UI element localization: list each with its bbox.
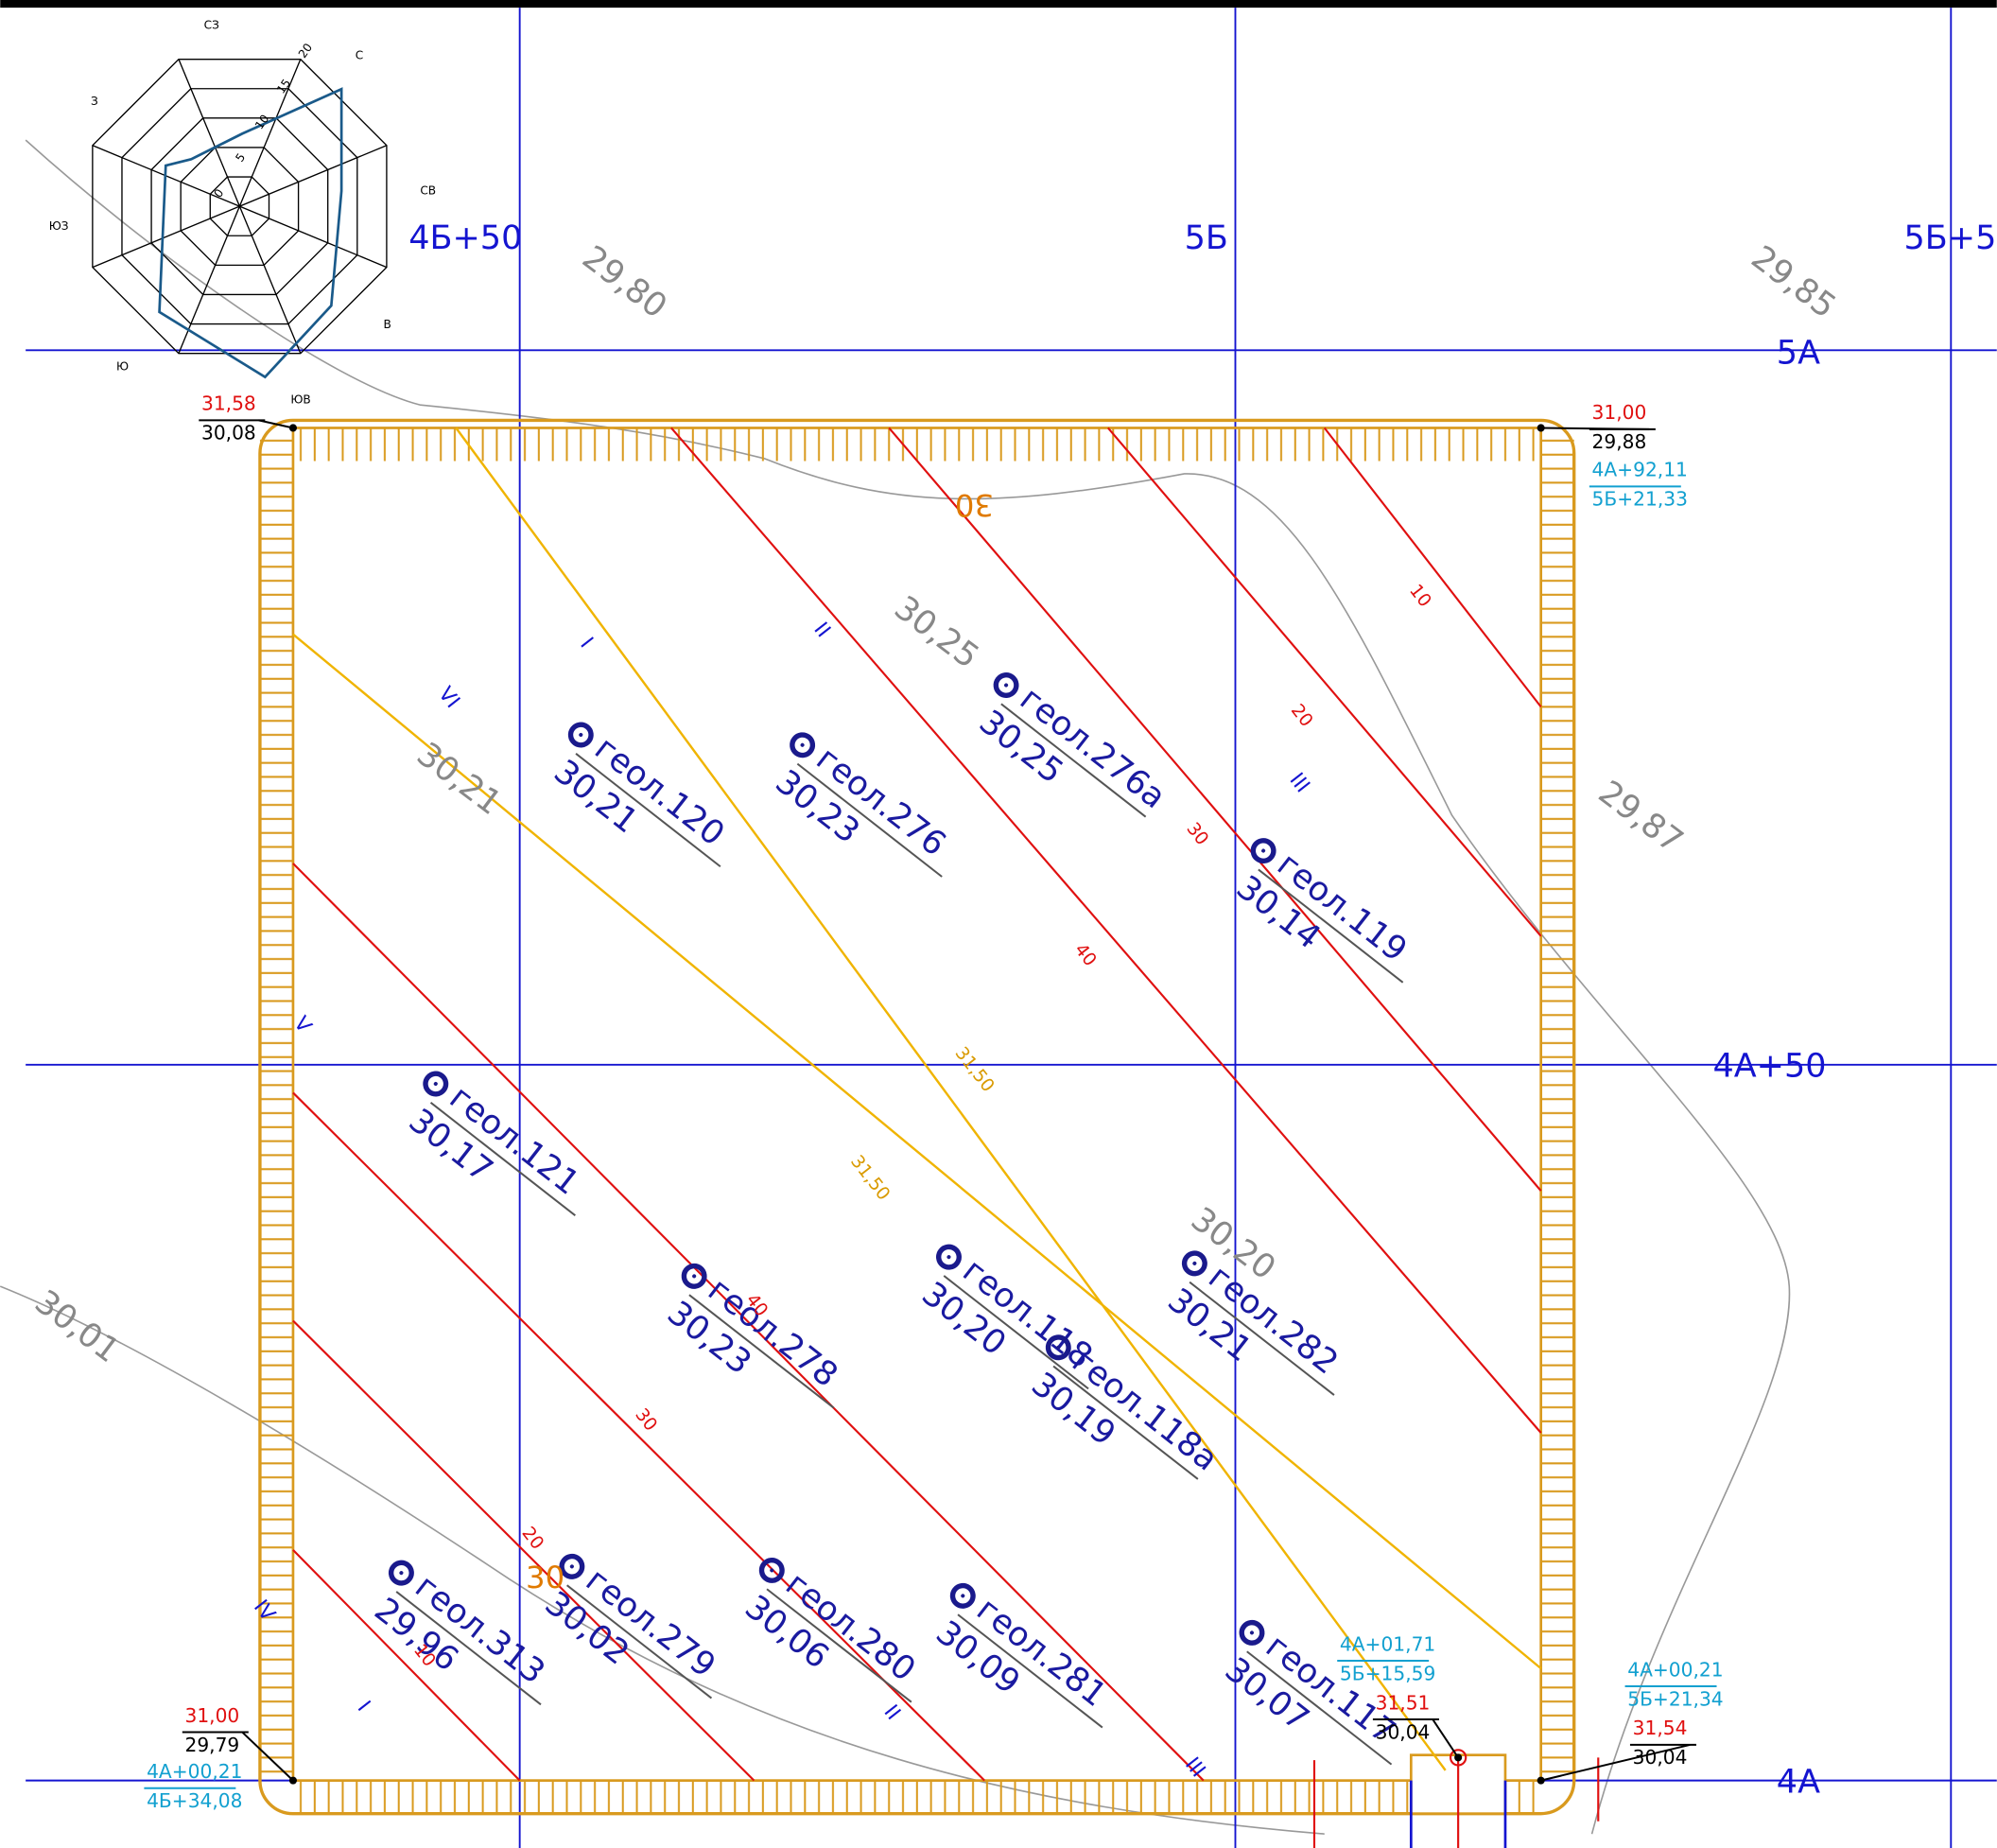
contour-label: 40 <box>1070 940 1100 970</box>
corner-point <box>1537 1777 1545 1785</box>
zone-label: II <box>808 619 835 642</box>
borehole-center <box>1249 1630 1255 1636</box>
spot-elevation: 30,21 <box>409 736 508 823</box>
grid-label: 4Б+50 <box>408 219 522 257</box>
existing-elevation: 30,04 <box>1376 1720 1431 1743</box>
zone-label: VI <box>433 683 464 713</box>
coordinate: 4А+00,21 <box>1627 1658 1723 1681</box>
contour-label: 31,50 <box>951 1043 998 1095</box>
design-elevation: 31,58 <box>201 392 256 415</box>
zone-label: I <box>353 1697 375 1716</box>
grid-label: 4А+50 <box>1712 1047 1826 1085</box>
coordinate: 4А+00,21 <box>147 1760 242 1783</box>
rose-direction: З <box>91 95 98 108</box>
corner-point <box>289 1777 297 1785</box>
grid-label: 4А <box>1777 1763 1820 1801</box>
site-plan: ССВВЮВЮЮЗЗСЗ051015204Б+505Б5Б+505А4А+504… <box>0 0 1997 1848</box>
existing-elevation: 29,79 <box>184 1734 239 1756</box>
rose-direction: ЮВ <box>290 392 310 406</box>
contour-label: 31,50 <box>846 1152 894 1204</box>
spot-elevation: 30,25 <box>887 589 985 676</box>
contour-label: 30 <box>526 1560 564 1595</box>
contour-label: 30 <box>631 1405 660 1436</box>
rose-scale: 15 <box>274 77 293 96</box>
rose-direction: СЗ <box>204 18 219 31</box>
design-elevation: 31,54 <box>1633 1717 1688 1739</box>
zone-label: III <box>1284 769 1313 797</box>
rose-scale: 0 <box>211 186 226 200</box>
contour-label: 30 <box>955 487 994 523</box>
zone-label: II <box>879 1700 906 1724</box>
zone-label: I <box>575 634 598 653</box>
design-elevation: 31,00 <box>1592 401 1647 424</box>
contour-label: 30 <box>1182 819 1211 849</box>
borehole-center <box>569 1564 575 1570</box>
labels: ССВВЮВЮЮЗЗСЗ051015204Б+505Б5Б+505А4А+504… <box>27 18 1997 1812</box>
borehole-center <box>946 1254 952 1260</box>
borehole-center <box>960 1594 965 1599</box>
contour-label: 20 <box>1287 701 1316 731</box>
spot-elevation: 29,87 <box>1591 774 1690 861</box>
borehole-center <box>578 732 583 738</box>
spot-elevation: 30,01 <box>27 1283 126 1370</box>
top-bar <box>0 0 1997 8</box>
borehole-center <box>1192 1261 1198 1266</box>
coordinate: 5Б+21,34 <box>1627 1687 1723 1710</box>
corner-point <box>1537 424 1545 431</box>
corner-point <box>289 424 297 431</box>
zone-label: III <box>1180 1753 1209 1782</box>
spot-elevation: 29,80 <box>575 239 673 326</box>
corner-point <box>1454 1753 1462 1761</box>
contour-label: 10 <box>1405 581 1434 611</box>
leader <box>1433 1719 1458 1757</box>
borehole-center <box>399 1570 405 1576</box>
grid-label: 5Б <box>1185 219 1228 257</box>
rose-direction: Ю <box>116 359 129 373</box>
coordinate: 4А+01,71 <box>1340 1632 1435 1655</box>
page: ССВВЮВЮЮЗЗСЗ051015204Б+505Б5Б+505А4А+504… <box>0 0 1997 1848</box>
borehole-center <box>1260 848 1266 854</box>
rose-direction: ЮЗ <box>49 219 69 233</box>
coordinate-grid <box>26 8 1997 1848</box>
coordinate: 5Б+21,33 <box>1592 488 1688 511</box>
design-elevation: 31,00 <box>184 1704 239 1727</box>
borehole-center <box>800 742 806 748</box>
borehole-center <box>433 1081 439 1087</box>
grid-label: 5Б+50 <box>1903 219 1997 257</box>
existing-elevation: 29,88 <box>1592 430 1647 453</box>
rose-direction: С <box>356 49 363 62</box>
rose-scale: 20 <box>296 41 315 61</box>
rose-direction: В <box>383 318 391 331</box>
design-elevation: 31,51 <box>1376 1691 1431 1714</box>
coordinate: 5Б+15,59 <box>1340 1662 1435 1684</box>
borehole-center <box>1003 683 1009 689</box>
coordinate: 4Б+34,08 <box>147 1789 242 1812</box>
coordinate: 4А+92,11 <box>1592 459 1688 481</box>
rose-direction: СВ <box>420 183 436 197</box>
wind-rose <box>93 60 387 377</box>
existing-elevation: 30,08 <box>201 422 256 445</box>
leader <box>1541 427 1649 428</box>
spot-elevation: 29,85 <box>1744 239 1842 326</box>
borehole-center <box>691 1274 697 1280</box>
grid-label: 5А <box>1777 334 1820 372</box>
rose-scale: 5 <box>233 151 248 165</box>
